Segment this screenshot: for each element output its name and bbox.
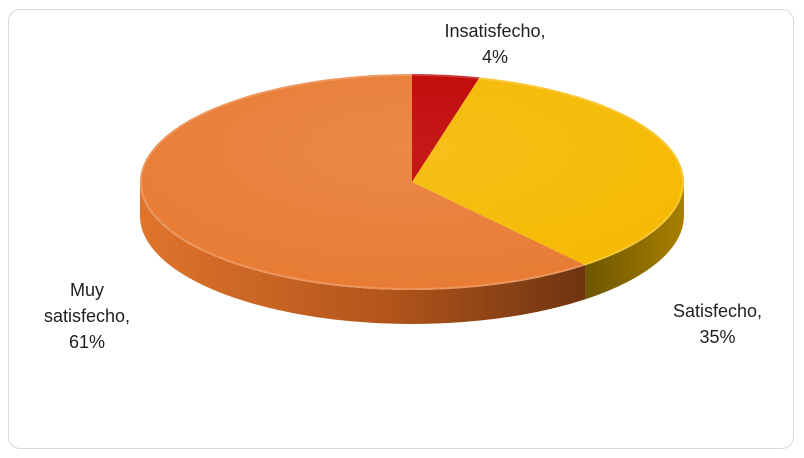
label-insatisfecho-name: Insatisfecho, (444, 21, 546, 41)
label-insatisfecho-value: 4% (481, 47, 508, 67)
label-muy-satisfecho-name-2: satisfecho, (43, 306, 131, 326)
label-satisfecho-name: Satisfecho, (672, 301, 763, 321)
data-label-satisfecho: Satisfecho, 35% (650, 298, 785, 350)
pie-top-sheen (140, 74, 684, 290)
label-muy-satisfecho-value: 61% (68, 332, 106, 352)
pie-rim-highlight (140, 74, 684, 290)
data-label-muy-satisfecho: Muy satisfecho, 61% (22, 277, 152, 355)
pie-side-satisfecho (585, 182, 684, 300)
data-label-insatisfecho: Insatisfecho, 4% (420, 18, 570, 70)
pie-side-muy-satisfecho (140, 182, 586, 325)
label-satisfecho-value: 35% (699, 327, 736, 347)
label-muy-satisfecho-name-1: Muy (69, 280, 104, 300)
